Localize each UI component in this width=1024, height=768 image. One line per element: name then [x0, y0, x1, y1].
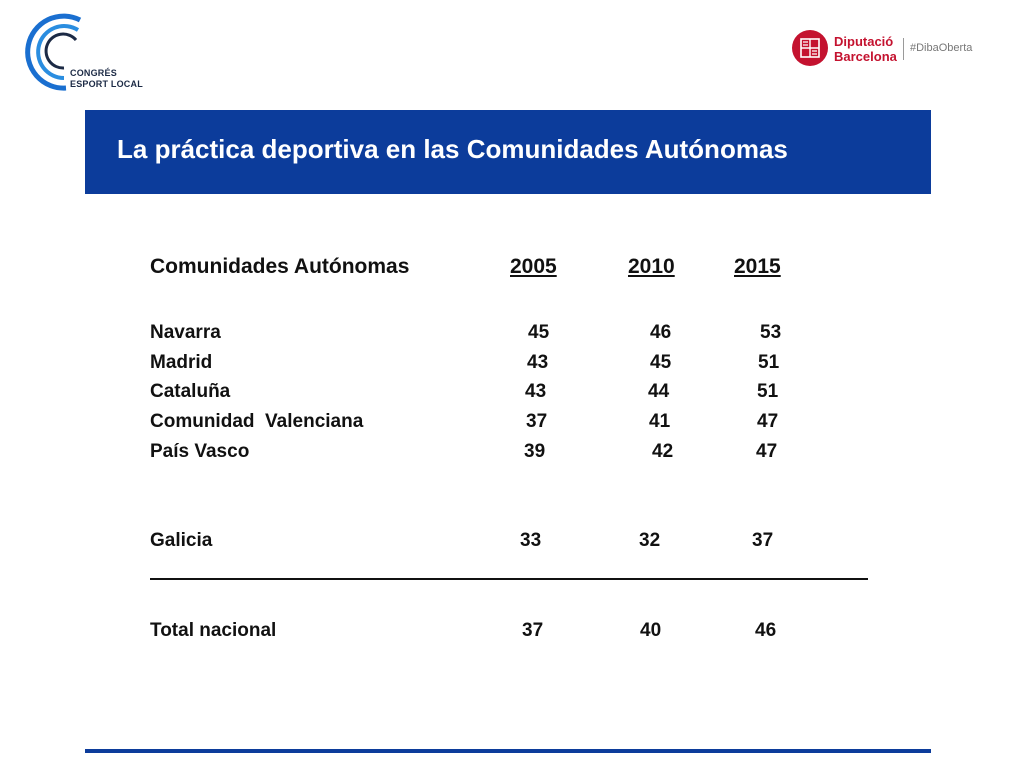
diputacio-brand-text: Diputació Barcelona [834, 34, 897, 64]
row-label: Madrid [150, 352, 213, 373]
congres-rings-icon [25, 13, 82, 91]
row-value-2015: 47 [757, 411, 779, 432]
header-2015: 2015 [734, 255, 781, 278]
row-value-2005: 37 [526, 411, 548, 432]
row-value-2005: 39 [524, 441, 546, 462]
row-value-2010: 44 [648, 381, 670, 402]
row-value-2010: 46 [650, 322, 672, 343]
footer-rule [85, 749, 931, 753]
congres-logo-line2: ESPORT LOCAL [70, 79, 143, 89]
sports-practice-table: Comunidades Autónomas 2005 2010 2015 Nav… [150, 250, 890, 670]
galicia-value-2005: 33 [520, 530, 542, 551]
congres-logo: CONGRÉS ESPORT LOCAL [18, 12, 158, 92]
header-region: Comunidades Autónomas [150, 255, 410, 278]
congres-logo-line1: CONGRÉS [70, 68, 117, 78]
row-value-2015: 53 [760, 322, 782, 343]
row-label: Comunidad Valenciana [150, 411, 364, 432]
slide-title: La práctica deportiva en las Comunidades… [117, 134, 788, 164]
row-value-2015: 51 [757, 381, 779, 402]
row-value-2015: 47 [756, 441, 778, 462]
galicia-value-2015: 37 [752, 530, 774, 551]
diputacio-seal-icon [792, 30, 828, 66]
total-value-2005: 37 [522, 620, 544, 641]
row-label: País Vasco [150, 441, 250, 462]
total-value-2015: 46 [755, 620, 777, 641]
table-separator-line [150, 578, 868, 580]
total-value-2010: 40 [640, 620, 662, 641]
row-value-2010: 45 [650, 352, 672, 373]
congres-logo-text: CONGRÉS ESPORT LOCAL [70, 68, 143, 90]
row-value-2010: 41 [649, 411, 671, 432]
diputacio-logo: Diputació Barcelona #DibaOberta [792, 30, 1002, 70]
galicia-value-2010: 32 [639, 530, 661, 551]
header-2005: 2005 [510, 255, 557, 278]
brand-line2: Barcelona [834, 49, 897, 64]
brand-divider [903, 38, 904, 60]
row-value-2015: 51 [758, 352, 780, 373]
row-label: Cataluña [150, 381, 231, 402]
brand-hashtag: #DibaOberta [910, 42, 973, 54]
title-band: La práctica deportiva en las Comunidades… [85, 110, 931, 194]
header-2010: 2010 [628, 255, 675, 278]
row-label: Navarra [150, 322, 221, 343]
row-value-2010: 42 [652, 441, 674, 462]
row-value-2005: 43 [525, 381, 547, 402]
row-value-2005: 45 [528, 322, 550, 343]
brand-line1: Diputació [834, 34, 894, 49]
total-label: Total nacional [150, 620, 277, 641]
galicia-label: Galicia [150, 530, 213, 551]
row-value-2005: 43 [527, 352, 549, 373]
